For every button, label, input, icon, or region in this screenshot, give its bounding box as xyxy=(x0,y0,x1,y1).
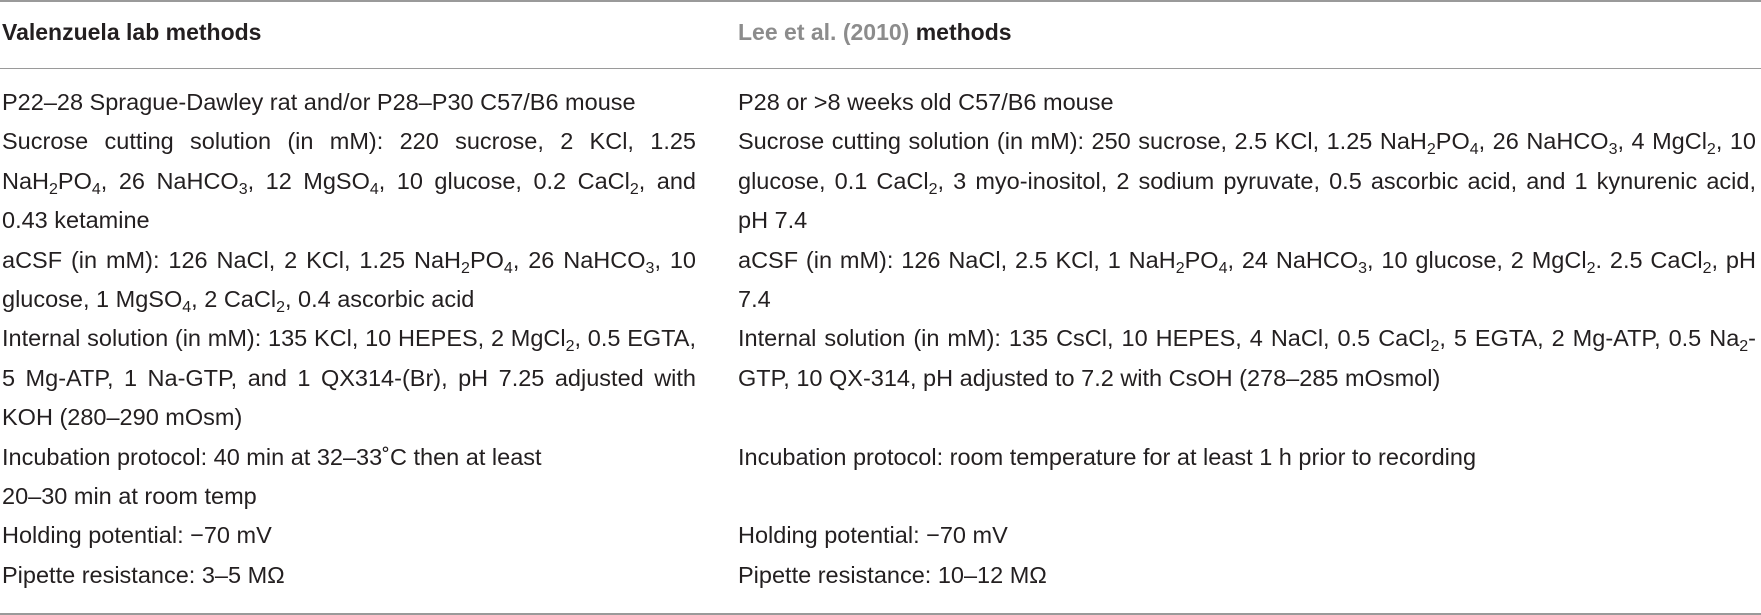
pipette-resistance-cell: Pipette resistance: 3–5 MΩ xyxy=(2,561,285,588)
acsf-cell: aCSF (in mM): 126 NaCl, 2.5 KCl, 1 NaH2P… xyxy=(738,246,1756,313)
acsf-cell: aCSF (in mM): 126 NaCl, 2 KCl, 1.25 NaH2… xyxy=(2,246,696,317)
holding-potential-cell: Holding potential: −70 mV xyxy=(738,522,1008,549)
header-valenzuela: Valenzuela lab methods xyxy=(2,19,262,45)
header-lee-suffix: methods xyxy=(909,19,1012,45)
pipette-resistance-cell: Pipette resistance: 10–12 MΩ xyxy=(738,561,1047,588)
valenzuela-column: P22–28 Sprague-Dawley rat and/or P28–P30… xyxy=(2,83,696,595)
internal-solution-cell: Internal solution (in mM): 135 CsCl, 10 … xyxy=(738,325,1756,391)
bottom-rule xyxy=(0,613,1761,615)
holding-potential-cell: Holding potential: −70 mV xyxy=(2,522,272,549)
lee-citation: Lee et al. (2010) xyxy=(738,19,910,45)
animals-cell: P22–28 Sprague-Dawley rat and/or P28–P30… xyxy=(2,89,636,115)
incubation-cell: Incubation protocol: room temperature fo… xyxy=(738,443,1477,470)
lee-column: P28 or >8 weeks old C57/B6 mouse Sucrose… xyxy=(738,83,1756,595)
incubation-cell: Incubation protocol: 40 min at 32–33˚C t… xyxy=(2,443,542,510)
top-rule xyxy=(0,0,1761,2)
cutting-solution-cell: Sucrose cutting solution (in mM): 220 su… xyxy=(2,128,696,234)
cutting-solution-cell: Sucrose cutting solution (in mM): 250 su… xyxy=(738,128,1756,234)
animals-cell: P28 or >8 weeks old C57/B6 mouse xyxy=(738,89,1114,115)
header-rule xyxy=(0,68,1761,69)
internal-solution-cell: Internal solution (in mM): 135 KCl, 10 H… xyxy=(2,325,696,431)
header-lee: Lee et al. (2010) methods xyxy=(738,19,1012,46)
